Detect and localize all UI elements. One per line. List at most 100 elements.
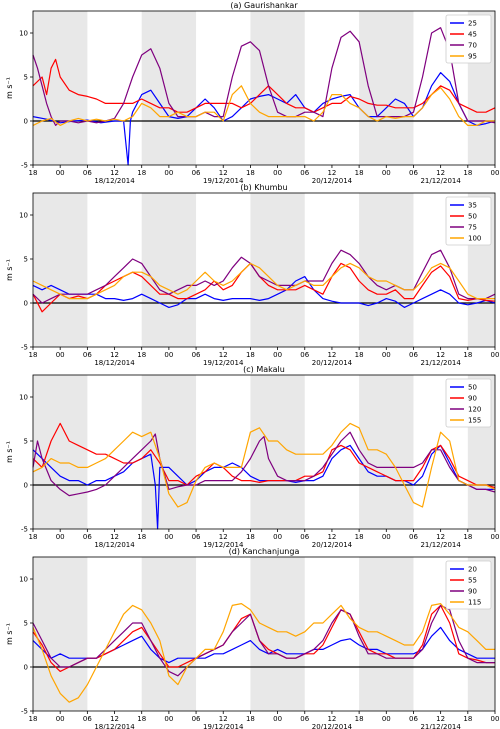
x-tick-label: 00 [56,533,65,541]
x-tick-label: 00 [164,715,173,723]
x-tick-label: 00 [273,715,282,723]
x-tick-label: 18 [463,169,472,177]
y-tick-label: 0 [24,118,28,126]
legend-box [445,560,492,610]
series-line-50 [32,262,496,313]
x-tick-label: 18 [463,533,472,541]
x-tick-label: 06 [192,351,201,359]
series-line-100 [32,262,495,300]
date-label: 18/12/2014 [94,177,135,185]
y-tick-label: -5 [21,344,28,352]
x-tick-label: 18 [246,715,255,723]
night-shading [359,375,414,529]
x-tick-label: 18 [355,169,364,177]
x-tick-label: 18 [29,533,38,541]
legend-box [445,196,492,246]
legend: 35 50 75 100 [445,196,492,246]
x-tick-label: 00 [491,533,500,541]
x-tick-label: 12 [110,351,119,359]
night-shading [141,557,197,711]
x-tick-label: 12 [219,715,228,723]
night-shading [141,11,197,165]
x-tick-label: 12 [110,169,119,177]
x-tick-label: 06 [409,351,418,359]
y-axis-label: m s⁻¹ [5,259,14,281]
panel-title: (d) Kanchanjunga [229,547,300,556]
x-tick-label: 18 [29,351,38,359]
x-tick-label: 12 [436,715,445,723]
night-shading [250,375,305,529]
x-tick-label: 06 [83,169,92,177]
x-tick-label: 18 [463,715,472,723]
x-tick-label: 06 [300,351,309,359]
legend-label: 50 [468,384,477,392]
legend-label: 155 [468,417,481,425]
date-label: 20/12/2014 [312,177,353,185]
x-tick-label: 00 [491,351,500,359]
legend-label: 50 [468,213,477,221]
x-tick-label: 18 [29,715,38,723]
y-tick-label: 0 [24,664,28,672]
series-line-90 [32,604,495,677]
series-line-75 [32,249,496,304]
x-tick-label: 12 [436,351,445,359]
date-label: 18/12/2014 [94,541,135,549]
panel-title: (b) Khumbu [240,183,287,192]
x-tick-label: 18 [246,169,255,177]
legend-box [445,378,492,428]
plot-frame [32,374,496,530]
x-tick-label: 00 [273,533,282,541]
legend: 20 55 90 115 [445,560,492,610]
night-shading [33,193,88,347]
series-line-155 [32,422,496,508]
x-tick-label: 00 [164,169,173,177]
x-tick-label: 12 [436,169,445,177]
y-tick-label: 10 [19,394,28,402]
x-tick-label: 12 [219,533,228,541]
night-shading [33,11,88,165]
x-tick-label: 06 [409,533,418,541]
x-tick-label: 06 [83,533,92,541]
x-tick-label: 12 [327,715,336,723]
legend: 25 45 70 95 [445,14,492,64]
y-axis-label: m s⁻¹ [5,441,14,463]
x-tick-label: 00 [382,351,391,359]
x-tick-label: 00 [164,533,173,541]
series-line-35 [32,276,496,308]
x-tick-label: 12 [110,533,119,541]
date-label: 19/12/2014 [203,177,244,185]
legend: 50 90 120 155 [445,378,492,428]
series-line-90 [32,422,496,489]
series-line-120 [32,431,496,497]
x-tick-label: 18 [246,351,255,359]
x-tick-label: 00 [56,715,65,723]
x-tick-label: 06 [192,533,201,541]
night-shading [359,557,414,711]
date-label: 21/12/2014 [420,359,461,367]
night-shading [359,11,414,165]
legend-label: 45 [468,31,477,39]
legend-label: 70 [468,42,477,50]
x-tick-label: 18 [463,351,472,359]
x-tick-label: 00 [56,169,65,177]
x-tick-label: 18 [355,715,364,723]
panel-4: (d) Kanchanjunga -5 0 5 10 m s⁻¹ 18 00 06 12 18 00 0… [5,547,499,729]
y-tick-label: 10 [19,212,28,220]
x-tick-label: 12 [436,533,445,541]
legend-label: 90 [468,395,477,403]
date-label: 20/12/2014 [312,723,353,729]
legend-label: 115 [468,599,481,607]
y-tick-label: 5 [24,620,28,628]
panel-1: (a) Gaurishankar -5 0 5 10 m s⁻¹ 18 00 06 12 18 00 0… [5,1,499,185]
legend-label: 25 [468,20,477,28]
x-tick-label: 18 [137,533,146,541]
x-tick-label: 18 [137,715,146,723]
panel-3: (c) Makalu -5 0 5 10 m s⁻¹ 18 00 06 12 18 00 06 12 18 0… [5,365,499,549]
series-line-55 [32,604,495,672]
night-shading [250,193,305,347]
y-tick-label: 0 [24,300,28,308]
x-tick-label: 06 [300,533,309,541]
panel-title: (c) Makalu [243,365,285,374]
date-label: 18/12/2014 [94,359,135,367]
night-shading [250,557,305,711]
